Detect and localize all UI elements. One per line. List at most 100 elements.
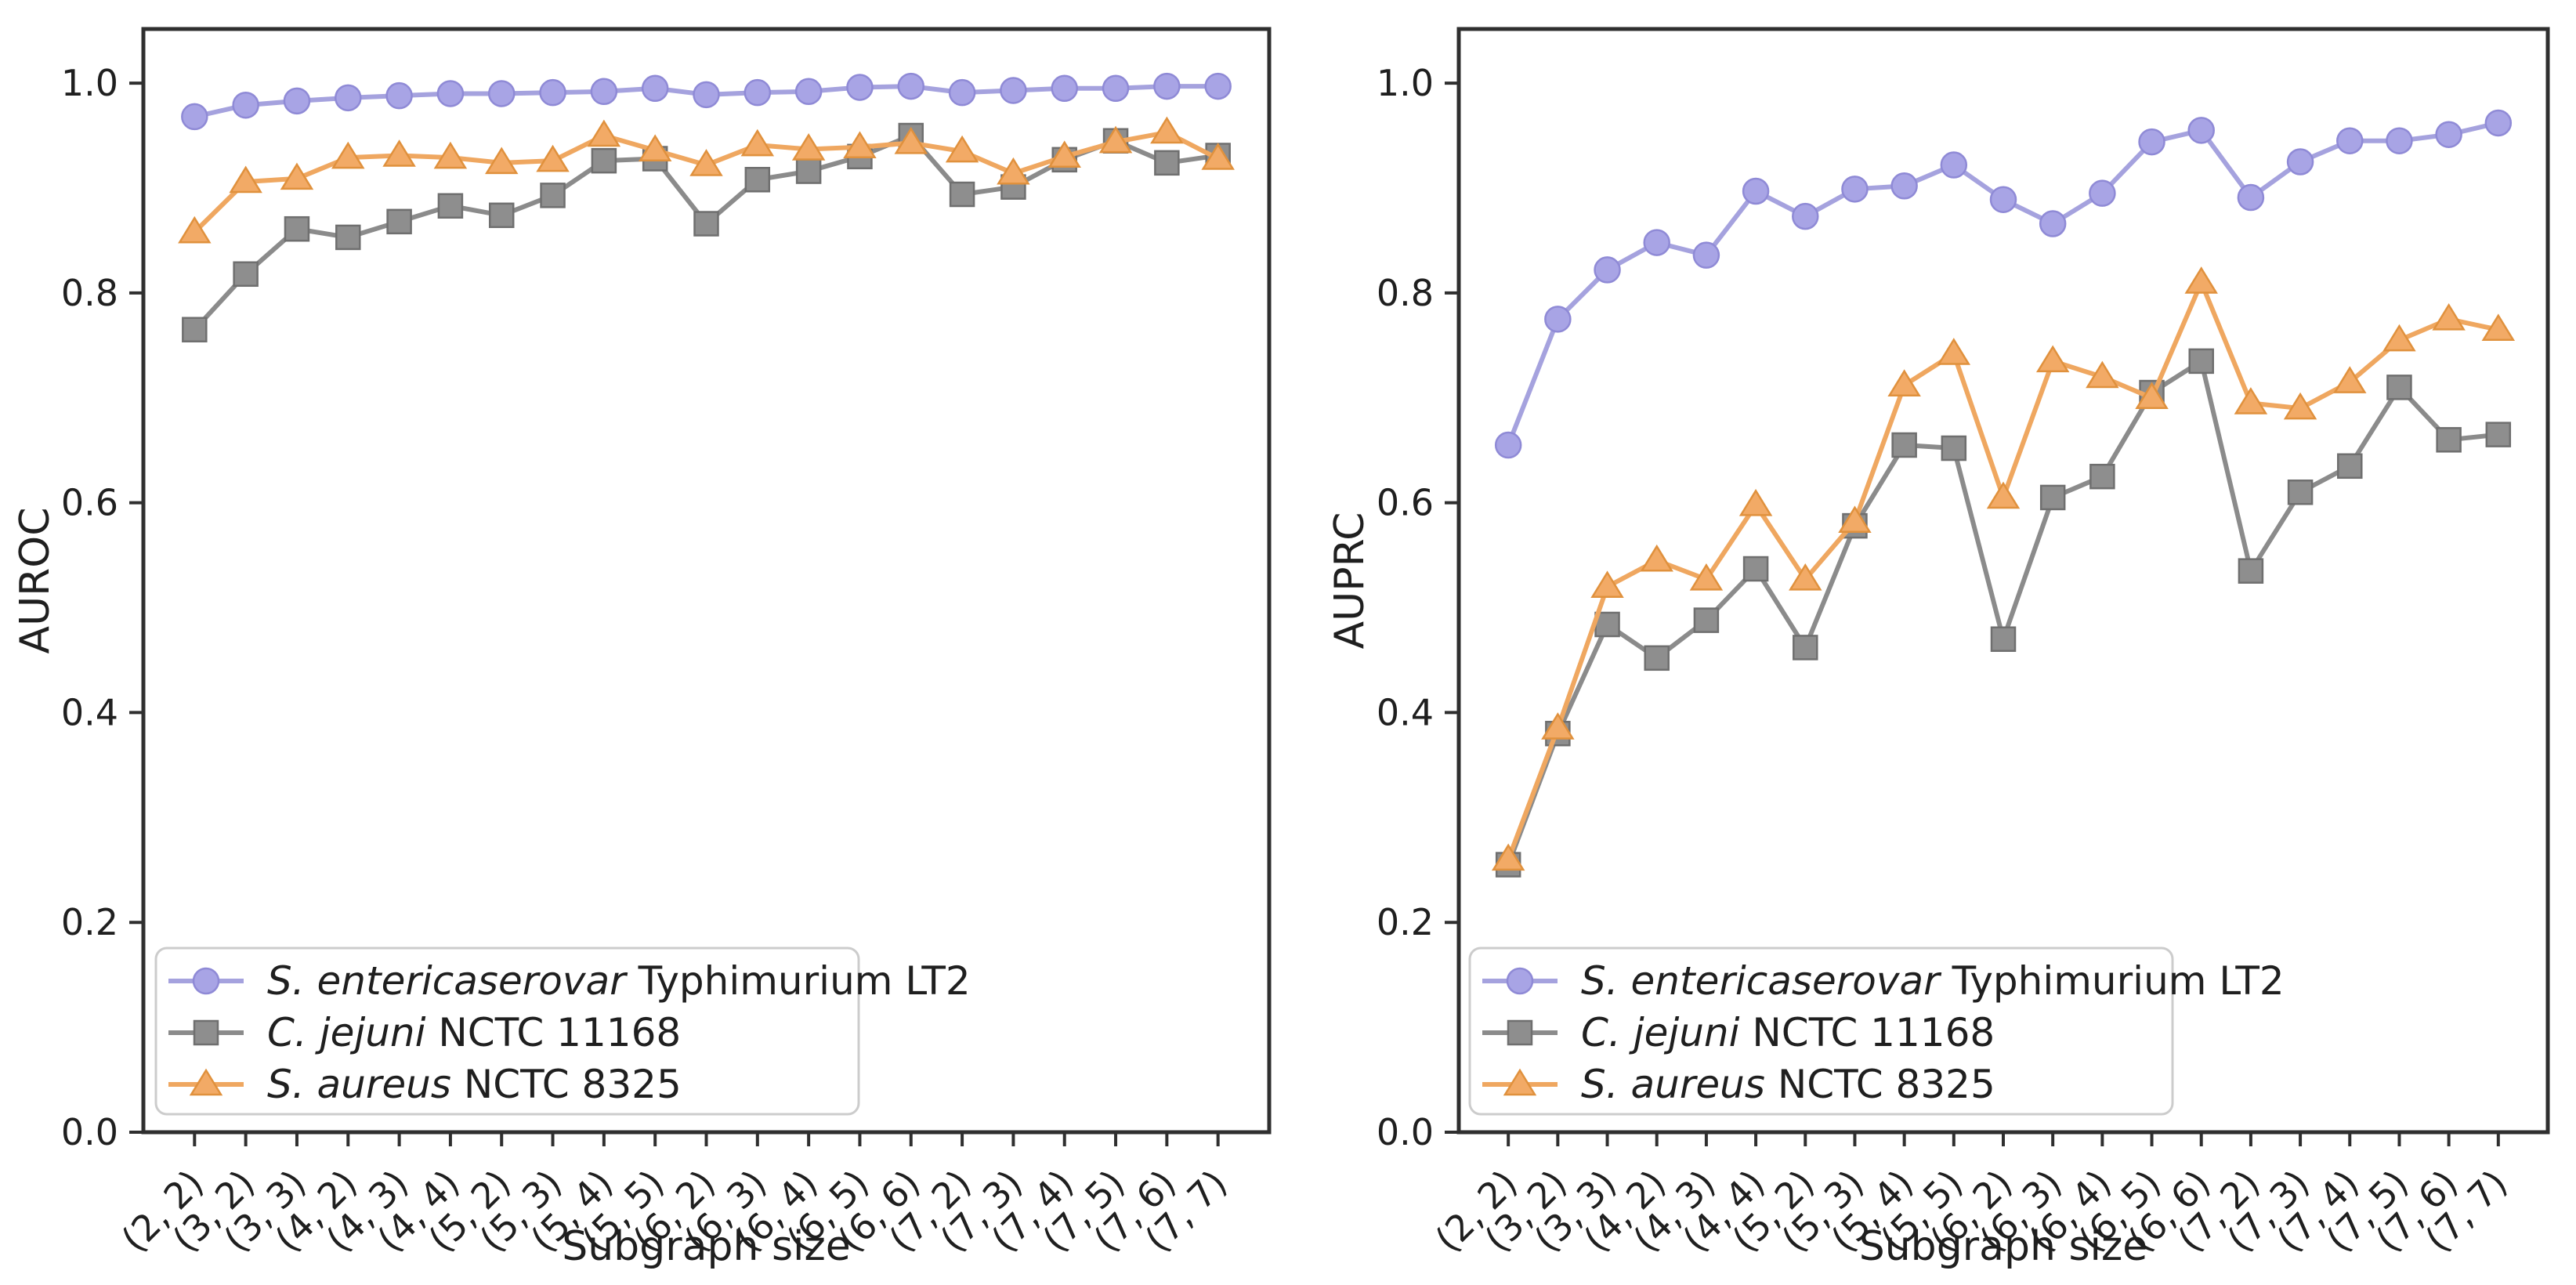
auroc-ytick-label: 0.0: [61, 1111, 118, 1153]
auprc-series-c-jejuni-nctc-11168-marker: [2337, 453, 2363, 480]
panel-auroc: 0.00.20.40.60.81.0(2, 2)(3, 2)(3, 3)(4, …: [12, 27, 1272, 1270]
auprc-series-s-enterica-serovar-typhimurium-lt2-marker: [2386, 127, 2413, 154]
auprc-series-s-enterica-serovar-typhimurium-lt2-marker: [2187, 117, 2215, 144]
auroc-series-s-enterica-serovar-typhimurium-lt2-marker: [1153, 72, 1181, 100]
auprc-series-s-enterica-serovar-typhimurium-lt2-marker: [1494, 431, 1522, 459]
auroc-series-s-aureus-nctc-8325-marker: [433, 141, 468, 169]
auroc-y-axis-title: AUROC: [12, 507, 59, 653]
auroc-legend-sample-marker: [189, 1068, 223, 1096]
auroc-series-s-aureus-nctc-8325-marker: [638, 134, 672, 162]
auroc-series-c-jejuni-nctc-11168-marker: [182, 317, 208, 342]
auroc-series-s-aureus-nctc-8325-marker: [740, 128, 775, 157]
auroc-series-s-enterica-serovar-typhimurium-lt2-marker: [335, 84, 362, 112]
auprc-legend-label: S. aureus NCTC 8325: [1581, 1062, 1995, 1107]
auprc-series-s-enterica-serovar-typhimurium-lt2-marker: [2237, 183, 2265, 212]
auprc-series-s-enterica-serovar-typhimurium-lt2-marker: [1544, 306, 1572, 333]
auprc-legend-label: S. entericaserovar Typhimurium LT2: [1581, 958, 2285, 1004]
auroc-series-c-jejuni-nctc-11168-marker: [540, 183, 566, 208]
auprc-y-axis-title: AUPRC: [1326, 512, 1373, 650]
auroc-series-s-enterica-serovar-typhimurium-lt2-marker: [283, 87, 311, 115]
auroc-series-s-enterica-serovar-typhimurium-lt2-marker: [539, 78, 566, 107]
auroc-series-s-aureus-nctc-8325-marker: [484, 147, 519, 175]
auprc-series-s-aureus-nctc-8325-marker: [2086, 360, 2119, 389]
auroc-series-s-aureus-nctc-8325-marker: [843, 131, 877, 159]
auroc-series-s-enterica-serovar-typhimurium-lt2-marker: [1051, 74, 1078, 103]
auprc-x-axis-title: Subgraph size: [1859, 1223, 2148, 1270]
auprc-ytick-label: 0.2: [1377, 901, 1434, 943]
auroc-legend-sample-marker: [192, 967, 220, 995]
auprc-series-s-enterica-serovar-typhimurium-lt2-marker: [2286, 148, 2314, 176]
auprc-legend-sample-marker: [1503, 1068, 1537, 1096]
auroc-series-c-jejuni-nctc-11168-marker: [1154, 150, 1180, 176]
auprc-series-s-enterica-serovar-typhimurium-lt2-marker: [2484, 109, 2513, 137]
auprc-series-s-aureus-nctc-8325-marker: [2035, 345, 2070, 373]
auroc-series-s-enterica-serovar-typhimurium-lt2-marker: [743, 78, 772, 107]
auprc-series-s-aureus-nctc-8325-marker: [1738, 488, 1773, 516]
auroc-series-s-aureus-nctc-8325-marker: [894, 127, 928, 154]
auroc-series-c-jejuni-nctc-11168-marker: [795, 158, 822, 184]
auroc-ytick-label: 0.6: [61, 482, 118, 524]
auprc-series-s-aureus-nctc-8325-marker: [2234, 387, 2268, 414]
auprc-series-c-jejuni-nctc-11168-marker: [2238, 558, 2264, 584]
auprc-series-s-enterica-serovar-typhimurium-lt2-line: [1506, 120, 2501, 448]
auprc-ytick-label: 0.8: [1377, 272, 1434, 314]
auroc-ytick-label: 0.8: [61, 272, 118, 314]
auprc-series-s-aureus-nctc-8325-marker: [1491, 843, 1525, 871]
auprc-series-s-aureus-nctc-8325-marker: [1887, 369, 1921, 396]
auroc-series-s-aureus-nctc-8325-marker: [1098, 125, 1133, 154]
auprc-series-c-jejuni-nctc-11168-marker: [2386, 375, 2412, 400]
auroc-series-s-aureus-nctc-8325-marker: [536, 144, 570, 172]
auprc-legend-sample-marker: [1507, 1019, 1533, 1046]
auroc-series-s-enterica-serovar-typhimurium-lt2-marker: [436, 80, 465, 107]
auprc-series-s-aureus-nctc-8325-marker: [1590, 570, 1624, 599]
auroc-x-axis-title: Subgraph size: [562, 1223, 851, 1270]
auprc-ytick-label: 0.6: [1377, 482, 1434, 524]
auprc-series-c-jejuni-nctc-11168-marker: [1891, 432, 1917, 458]
auroc-series-c-jejuni-nctc-11168-marker: [591, 147, 617, 174]
auprc-legend-box: [1468, 947, 2174, 1116]
auprc-series-s-enterica-serovar-typhimurium-lt2-marker: [2039, 210, 2067, 237]
auroc-series-s-aureus-nctc-8325-marker: [229, 165, 262, 194]
auroc-series-s-aureus-nctc-8325-marker: [1047, 140, 1081, 168]
auprc-series-s-aureus-nctc-8325-marker: [2481, 313, 2516, 341]
auprc-legend-sample-marker: [1506, 967, 1534, 995]
auprc-series-c-jejuni-nctc-11168-marker: [1693, 607, 1720, 633]
auroc-series-s-aureus-nctc-8325-marker: [331, 141, 365, 169]
auprc-series-s-enterica-serovar-typhimurium-lt2-marker: [1692, 241, 1720, 269]
auroc-series-s-enterica-serovar-typhimurium-lt2-marker: [1000, 77, 1027, 104]
auprc-legend-label: C. jejuni NCTC 11168: [1581, 1010, 1995, 1055]
auprc-series-c-jejuni-nctc-11168-line: [1506, 358, 2501, 867]
auroc-legend-label: C. jejuni NCTC 11168: [267, 1010, 681, 1055]
auroc-series-s-enterica-serovar-typhimurium-lt2-marker: [487, 80, 516, 107]
auroc-ytick-label: 1.0: [61, 62, 118, 104]
auroc-series-s-aureus-nctc-8325-marker: [1150, 116, 1184, 144]
auroc-series-s-enterica-serovar-typhimurium-lt2-marker: [232, 91, 259, 119]
auprc-series-s-enterica-serovar-typhimurium-lt2-marker: [1742, 177, 1770, 205]
auprc-series-s-enterica-serovar-typhimurium-lt2-marker: [1792, 202, 1819, 230]
auprc-series-s-enterica-serovar-typhimurium-lt2-marker: [1989, 186, 2017, 213]
auroc-series-s-aureus-nctc-8325-marker: [1201, 143, 1235, 170]
auprc-series-s-aureus-nctc-8325-marker: [2382, 324, 2416, 352]
auprc-ytick-label: 0.0: [1377, 1111, 1434, 1153]
auroc-series-s-enterica-serovar-typhimurium-lt2-marker: [948, 78, 976, 107]
auprc-series-s-aureus-nctc-8325-marker: [2135, 382, 2169, 410]
auroc-legend-label: S. entericaserovar Typhimurium LT2: [267, 958, 971, 1004]
auprc-series-s-enterica-serovar-typhimurium-lt2-marker: [1940, 151, 1968, 179]
auroc-series-s-aureus-nctc-8325-marker: [280, 162, 314, 190]
auprc-series-s-aureus-nctc-8325-marker: [1838, 505, 1872, 534]
auprc-series-s-enterica-serovar-typhimurium-lt2-marker: [1594, 256, 1621, 284]
auroc-legend-box: [154, 947, 860, 1116]
auprc-series-s-enterica-serovar-typhimurium-lt2-marker: [1890, 172, 1918, 200]
auprc-series-c-jejuni-nctc-11168-marker: [1742, 556, 1769, 582]
auprc-series-s-aureus-nctc-8325-marker: [1986, 481, 2021, 509]
panel-auprc: 0.00.20.40.60.81.0(2, 2)(3, 2)(3, 3)(4, …: [1326, 27, 2550, 1270]
auprc-series-c-jejuni-nctc-11168-marker: [1793, 635, 1818, 661]
auprc-series-c-jejuni-nctc-11168-marker: [1990, 626, 2017, 652]
auprc-series-s-aureus-nctc-8325-marker: [1640, 544, 1673, 572]
auroc-series-s-enterica-serovar-typhimurium-lt2-marker: [385, 81, 413, 110]
auroc-series-s-aureus-nctc-8325-marker: [178, 215, 212, 244]
auroc-series-s-aureus-nctc-8325-marker: [689, 149, 723, 176]
auroc-series-c-jejuni-nctc-11168-marker: [693, 211, 719, 237]
